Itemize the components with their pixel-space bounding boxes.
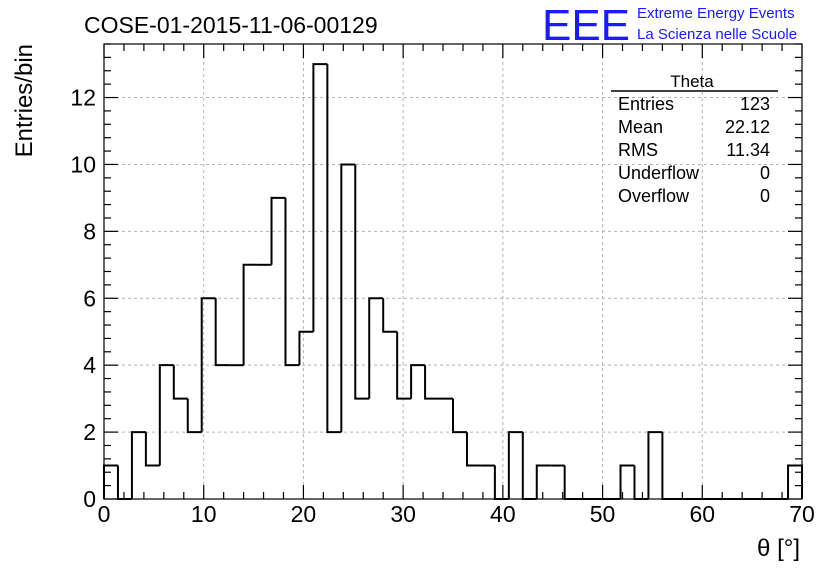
x-tick-labels: 0 10 20 30 40 50 60 70 bbox=[98, 501, 815, 527]
histogram-bin bbox=[507, 431, 523, 499]
y-tick-labels: 0 2 4 6 8 10 12 bbox=[70, 85, 96, 512]
histogram-bin bbox=[535, 464, 551, 499]
y-tick-label: 12 bbox=[70, 85, 96, 111]
eee-logo: EEE bbox=[542, 1, 630, 50]
histogram-bin bbox=[465, 432, 481, 467]
histogram-bin bbox=[284, 197, 300, 367]
axis-ticks bbox=[103, 43, 803, 500]
histogram-bin bbox=[368, 297, 384, 399]
stats-row-value: 22.12 bbox=[725, 117, 770, 137]
histogram-bin bbox=[214, 298, 230, 367]
x-tick-label: 70 bbox=[789, 501, 815, 527]
histogram-bin bbox=[340, 163, 356, 433]
x-tick-label: 60 bbox=[689, 501, 715, 527]
histogram-bin bbox=[116, 465, 132, 500]
stats-row-value: 0 bbox=[760, 163, 770, 183]
x-tick-label: 20 bbox=[291, 501, 317, 527]
stats-row-label: Overflow bbox=[618, 186, 690, 206]
histogram-bin bbox=[424, 365, 440, 400]
histogram-bin bbox=[452, 398, 467, 434]
histogram-bin bbox=[563, 465, 579, 500]
histogram-bin bbox=[661, 432, 677, 500]
stats-row-label: Mean bbox=[618, 117, 663, 137]
histogram-bin bbox=[633, 465, 649, 500]
stats-row-label: RMS bbox=[618, 140, 658, 160]
histogram-bin bbox=[144, 432, 160, 467]
histogram-bin bbox=[354, 164, 370, 400]
x-tick-label: 40 bbox=[490, 501, 516, 527]
stats-row-value: 11.34 bbox=[726, 140, 770, 160]
logo-line-1: Extreme Energy Events bbox=[637, 5, 795, 22]
histogram-bin bbox=[410, 364, 426, 399]
histogram-series bbox=[103, 63, 803, 500]
histogram-bin bbox=[186, 398, 202, 434]
histogram-bin bbox=[130, 431, 146, 499]
logo-line-2: La Scienza nelle Scuole bbox=[637, 26, 797, 43]
histogram-bin bbox=[298, 330, 314, 366]
y-axis-label: Entries/bin bbox=[11, 44, 38, 157]
histogram-bin bbox=[172, 365, 188, 400]
y-tick-label: 0 bbox=[83, 486, 96, 512]
stats-row-label: Entries bbox=[618, 94, 674, 114]
y-tick-label: 8 bbox=[83, 218, 96, 244]
stats-title: Theta bbox=[670, 72, 714, 91]
x-axis-label: θ [°] bbox=[757, 535, 800, 562]
histogram-bin bbox=[619, 464, 635, 499]
histogram-bin bbox=[787, 464, 803, 499]
stats-rows: Entries 123 Mean 22.12 RMS 11.34 Underflow 0 Ove… bbox=[618, 94, 770, 206]
histogram-bin bbox=[103, 464, 118, 499]
histogram-bin bbox=[647, 431, 663, 499]
stats-row-label: Underflow bbox=[618, 163, 700, 183]
stats-box: Theta Entries 123 Mean 22.12 RMS 11.34 Underfl… bbox=[611, 72, 778, 206]
histogram-bin bbox=[382, 298, 398, 333]
run-title: COSE-01-2015-11-06-00129 bbox=[84, 12, 378, 38]
histogram-bin bbox=[158, 364, 174, 466]
histogram-bin bbox=[270, 196, 286, 265]
x-tick-label: 50 bbox=[590, 501, 616, 527]
histogram-bin bbox=[396, 331, 412, 400]
x-tick-label: 30 bbox=[390, 501, 416, 527]
histogram-bin bbox=[326, 64, 342, 434]
histogram-bin bbox=[242, 263, 258, 366]
stats-row-value: 123 bbox=[740, 94, 770, 114]
x-tick-label: 0 bbox=[98, 501, 111, 527]
stats-row-value: 0 bbox=[760, 186, 770, 206]
y-tick-label: 2 bbox=[83, 419, 96, 445]
x-tick-label: 10 bbox=[191, 501, 217, 527]
histogram-bin bbox=[312, 63, 328, 332]
histogram-bin bbox=[521, 432, 537, 500]
histogram-bin bbox=[493, 465, 509, 500]
y-tick-label: 4 bbox=[83, 352, 96, 378]
y-tick-label: 6 bbox=[83, 285, 96, 311]
histogram-bin bbox=[200, 297, 216, 433]
y-tick-label: 10 bbox=[70, 151, 96, 177]
